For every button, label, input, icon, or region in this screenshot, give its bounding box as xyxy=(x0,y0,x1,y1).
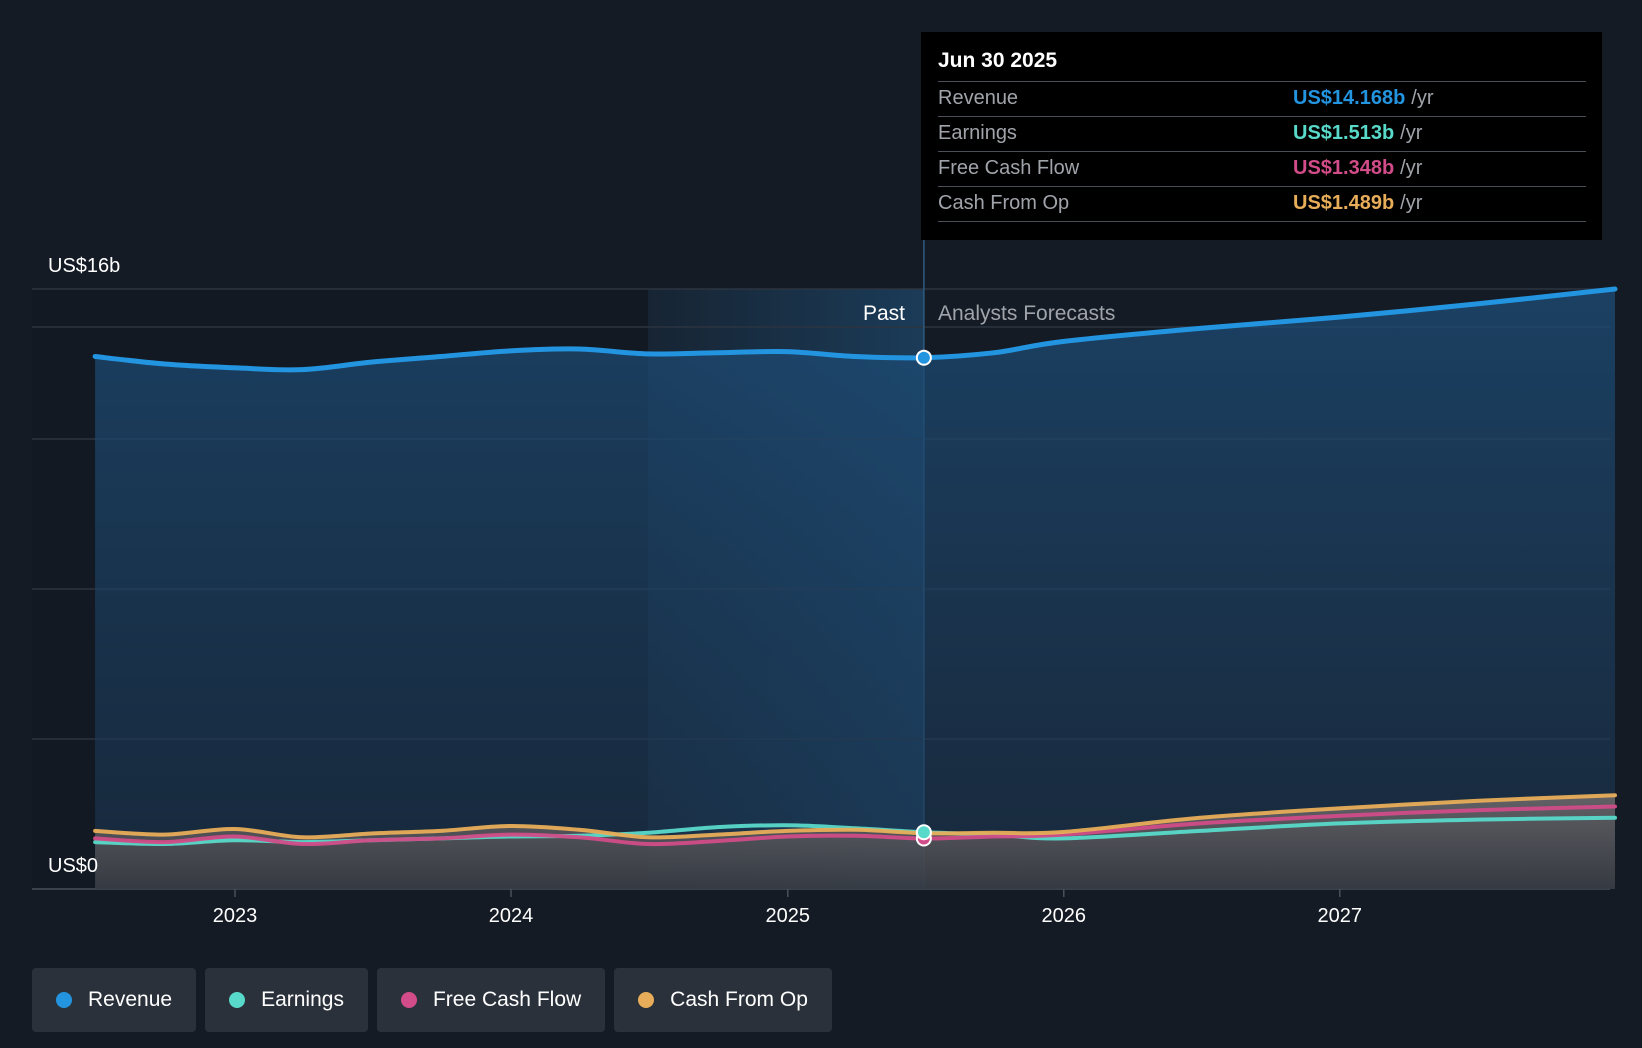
legend-item-free-cash-flow[interactable]: Free Cash Flow xyxy=(376,968,606,1032)
tooltip-date: Jun 30 2025 xyxy=(938,49,1058,72)
cash-from-op-line xyxy=(93,793,1617,840)
x-tick-label: 2027 xyxy=(1318,905,1363,927)
tooltip-unit: /yr xyxy=(1400,122,1423,144)
tooltip-value: US$14.168b xyxy=(1293,87,1406,109)
free-cash-flow-dot-icon xyxy=(400,992,417,1008)
hover-markers xyxy=(915,349,932,847)
legend-item-revenue[interactable]: Revenue xyxy=(32,968,197,1032)
legend-label: Earnings xyxy=(261,988,344,1011)
y-axis-top-label: US$16b xyxy=(48,255,120,277)
tooltip-row-cash-from-op: Cash From Op US$1.489b /yr xyxy=(938,186,1586,222)
x-axis: 2023 2024 2025 2026 2027 xyxy=(213,889,1362,927)
tooltip-unit: /yr xyxy=(1411,87,1434,109)
tooltip-label: Free Cash Flow xyxy=(938,157,1080,179)
earnings-marker xyxy=(915,824,932,841)
free-cash-flow-line xyxy=(93,804,1617,847)
past-label: Past xyxy=(863,302,905,325)
tooltip-row-free-cash-flow: Free Cash Flow US$1.348b /yr xyxy=(938,151,1586,186)
legend-label: Free Cash Flow xyxy=(432,988,582,1011)
cash-from-op-dot-icon xyxy=(638,992,655,1008)
revenue-dot-icon xyxy=(56,992,72,1008)
revenue-marker xyxy=(915,349,932,366)
x-tick-label: 2024 xyxy=(489,905,534,927)
tooltip-unit: /yr xyxy=(1400,157,1423,179)
tooltip-value: US$1.513b xyxy=(1293,122,1395,144)
tooltip: Jun 30 2025 Revenue US$14.168b /yr Earni… xyxy=(921,32,1602,240)
legend-item-earnings[interactable]: Earnings xyxy=(205,968,368,1032)
tooltip-row-revenue: Revenue US$14.168b /yr xyxy=(938,81,1586,116)
x-tick-label: 2026 xyxy=(1042,905,1087,927)
x-tick-label: 2023 xyxy=(213,905,258,927)
legend: Revenue Earnings Free Cash Flow Cash Fro… xyxy=(32,968,832,1032)
tooltip-label: Revenue xyxy=(938,87,1019,109)
tooltip-label: Earnings xyxy=(938,122,1017,144)
revenue-line xyxy=(92,286,1618,373)
legend-item-cash-from-op[interactable]: Cash From Op xyxy=(614,968,832,1032)
y-axis-bottom-label: US$0 xyxy=(48,855,98,877)
x-tick-label: 2025 xyxy=(766,905,811,927)
lower-series-area xyxy=(95,795,1616,889)
tooltip-unit: /yr xyxy=(1400,192,1423,214)
tooltip-row-earnings: Earnings US$1.513b /yr xyxy=(938,116,1586,151)
forecast-label: Analysts Forecasts xyxy=(938,302,1115,325)
tooltip-value: US$1.489b xyxy=(1293,192,1395,214)
series-lines xyxy=(92,286,1618,847)
revenue-area xyxy=(95,289,1616,889)
tooltip-label: Cash From Op xyxy=(938,192,1070,214)
earnings-dot-icon xyxy=(229,992,246,1008)
legend-label: Revenue xyxy=(88,988,173,1011)
series-areas xyxy=(95,289,1616,889)
tooltip-value: US$1.348b xyxy=(1293,157,1395,179)
legend-label: Cash From Op xyxy=(670,988,808,1011)
